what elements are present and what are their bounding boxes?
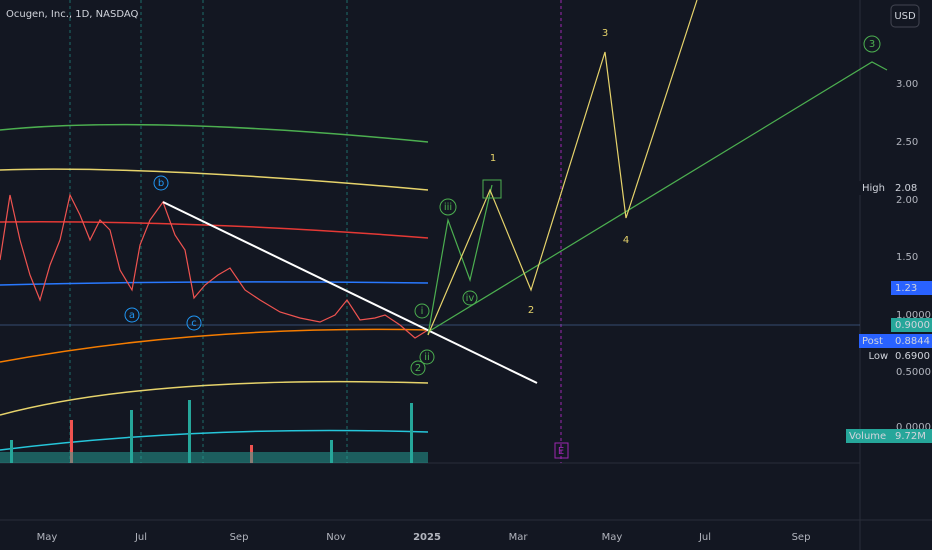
- badge-bg: [891, 349, 932, 363]
- wave: ii: [424, 352, 430, 363]
- wave-labels: 1 2 3 4: [490, 28, 629, 316]
- badge-label: Volume: [849, 431, 886, 442]
- trendline: [162, 201, 538, 384]
- badge-bg: [891, 181, 932, 195]
- wave: i: [421, 306, 424, 317]
- projection-yellow: [427, 0, 698, 336]
- badge-value: 0.9000: [895, 320, 930, 331]
- badge-bg: [891, 281, 932, 295]
- badge-bg: [865, 349, 891, 363]
- time-label: Mar: [509, 532, 529, 543]
- price-label: 1.50: [896, 252, 918, 263]
- badge-value: 1.23: [895, 283, 917, 294]
- currency[interactable]: USD: [894, 11, 916, 22]
- currency-button[interactable]: [890, 4, 920, 28]
- price-label: 2.00: [896, 195, 918, 206]
- wave: a: [129, 310, 135, 321]
- wave: 3: [602, 28, 608, 39]
- event-label[interactable]: E: [558, 446, 564, 457]
- price-label: 2.50: [896, 137, 918, 148]
- wave: 4: [623, 235, 629, 246]
- badge-value: 0.6900: [895, 351, 930, 362]
- event-marker[interactable]: [554, 442, 569, 459]
- price-label: 0.5000: [896, 367, 931, 378]
- time-label: Jul: [134, 532, 147, 543]
- time-label: Sep: [230, 532, 249, 543]
- badge-bg: [859, 181, 891, 195]
- symbol-title: Ocugen, Inc., 1D, NASDAQ: [6, 9, 139, 20]
- wave: 1: [490, 153, 496, 164]
- time-label: May: [602, 532, 623, 543]
- circles: [124, 35, 881, 376]
- price-label: 0.0000: [896, 422, 931, 433]
- time-label: May: [37, 532, 58, 543]
- wave: 2: [415, 363, 421, 374]
- wave: iv: [466, 293, 475, 304]
- time-label: Nov: [326, 532, 346, 543]
- badge-label: Post: [862, 336, 883, 347]
- wave: c: [191, 318, 197, 329]
- wave: b: [158, 178, 164, 189]
- bands: [0, 123, 429, 451]
- time-label: Sep: [792, 532, 811, 543]
- time-label: Jul: [698, 532, 711, 543]
- price-badges: High 2.08 1.23 0.9000 Post 0.8844 Low 0.6900 Vol…: [846, 181, 932, 443]
- badge-bg: [891, 334, 932, 348]
- wave: iii: [444, 202, 452, 213]
- wave: 3: [869, 39, 875, 50]
- target-box: [482, 179, 502, 199]
- badge-label: Low: [869, 351, 889, 362]
- time-axis: May Jul Sep Nov 2025 Mar May Jul Sep: [37, 532, 811, 543]
- price-label: 3.00: [896, 79, 918, 90]
- badge-bg: [891, 429, 932, 443]
- price-axis: 3.00 2.50 2.00 1.50 1.0000 0.5000 0.0000: [896, 79, 931, 433]
- badge-value: 2.08: [895, 183, 917, 194]
- badge-bg: [859, 334, 891, 348]
- badge-value: 0.8844: [895, 336, 930, 347]
- badge-bg: [846, 429, 891, 443]
- projection-green: [427, 61, 888, 333]
- volume: [0, 400, 428, 463]
- price-label: 1.0000: [896, 310, 931, 321]
- wave: 2: [528, 305, 534, 316]
- badge-label: High: [862, 183, 885, 194]
- badge-bg: [891, 318, 932, 332]
- projection-minor: [427, 184, 493, 336]
- badge-value: 9.72M: [895, 431, 926, 442]
- time-label: 2025: [413, 532, 441, 543]
- price: [0, 193, 429, 339]
